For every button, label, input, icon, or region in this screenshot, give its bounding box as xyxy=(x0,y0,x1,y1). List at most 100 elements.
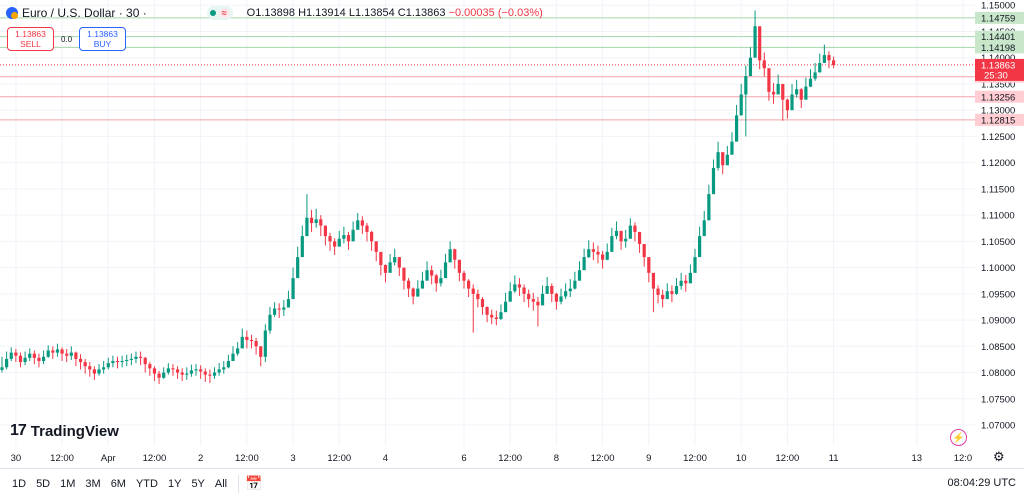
time-tick-label: 9 xyxy=(646,453,651,464)
lightning-icon[interactable]: ⚡ xyxy=(950,429,967,446)
candle-body xyxy=(818,62,822,73)
timeframe-1m[interactable]: 1M xyxy=(60,477,76,490)
symbol-title[interactable]: Euro / U.S. Dollar · 30 · xyxy=(22,6,147,20)
candle-body xyxy=(277,308,281,310)
candle-body xyxy=(485,306,489,315)
candle-body xyxy=(781,83,785,100)
candle-body xyxy=(78,358,83,363)
candle-body xyxy=(166,368,170,373)
candle-body xyxy=(559,296,563,302)
sell-button[interactable]: 1.13863 SELL xyxy=(7,27,54,51)
candle-body xyxy=(744,76,748,95)
price-tick-label: 1.11500 xyxy=(981,184,1015,195)
last-price-tag xyxy=(975,58,1024,81)
candle-body xyxy=(41,356,46,361)
candle-body xyxy=(305,217,309,237)
candle-body xyxy=(346,235,351,242)
candle-body xyxy=(799,89,803,100)
time-tick-label: 12:00 xyxy=(143,453,167,464)
wave-icon: ≈ xyxy=(218,8,230,18)
time-tick-label: 8 xyxy=(554,453,559,464)
candle-body xyxy=(647,257,651,273)
candle-body xyxy=(554,293,558,302)
timeframe-all[interactable]: All xyxy=(214,477,228,490)
timeframe-5d[interactable]: 5D xyxy=(36,477,51,490)
timeframe-3m[interactable]: 3M xyxy=(85,477,101,490)
candle-body xyxy=(767,68,771,92)
candle-body xyxy=(342,235,346,239)
timeframe-ytd[interactable]: YTD xyxy=(135,477,158,490)
candle-body xyxy=(28,353,32,358)
price-tick-label: 1.07000 xyxy=(981,421,1015,432)
candle-body xyxy=(808,78,813,87)
candle-body xyxy=(573,280,577,289)
candle-body xyxy=(185,373,189,375)
time-tick-label: 12:00 xyxy=(235,453,259,464)
candle-body xyxy=(51,350,55,353)
candle-body xyxy=(120,360,124,363)
candle-body xyxy=(148,364,152,369)
candle-body xyxy=(457,259,461,273)
candlestick-chart[interactable] xyxy=(0,0,975,446)
price-tick-label: 1.14000 xyxy=(981,53,1015,64)
candle-body xyxy=(60,349,64,354)
market-status-pill[interactable]: ≈ xyxy=(206,6,233,20)
candle-body xyxy=(402,267,406,281)
candle-body xyxy=(503,301,508,313)
gear-icon[interactable]: ⚙ xyxy=(993,449,1005,464)
candle-body xyxy=(582,257,586,271)
tradingview-logo[interactable]: 17 TradingView xyxy=(10,422,119,440)
open-value: O1.13898 xyxy=(246,7,295,19)
support-level-tag xyxy=(975,90,1024,103)
candle-body xyxy=(333,241,337,247)
candle-body xyxy=(416,288,420,297)
time-scale[interactable]: 30 12:00 Apr 12:00 2 12:00 3 12:00 4 6 12:00 8 12:00… xyxy=(0,446,975,468)
close-value: C1.13863 xyxy=(397,7,446,19)
timeframe-5y[interactable]: 5Y xyxy=(191,477,205,490)
price-tick-label: 1.12000 xyxy=(981,158,1015,169)
time-tick-label: Apr xyxy=(101,453,116,464)
timeframe-1y[interactable]: 1Y xyxy=(167,477,182,490)
candle-body xyxy=(665,291,669,300)
sell-price: 1.13863 xyxy=(15,29,46,39)
candle-body xyxy=(434,275,438,284)
level-label: 1.14401 xyxy=(981,32,1015,43)
resistance-level-tag xyxy=(975,41,1024,54)
candle-body xyxy=(370,231,374,242)
candle-body xyxy=(314,219,318,223)
candle-body xyxy=(189,370,194,374)
candle-body xyxy=(217,369,221,373)
time-tick-label: 12:00 xyxy=(50,453,74,464)
candle-body xyxy=(674,285,679,294)
candle-body xyxy=(157,373,161,378)
candle-body xyxy=(471,288,475,294)
price-scale[interactable]: 1.150001.145001.140001.135001.130001.125… xyxy=(975,0,1024,446)
price-tick-label: 1.07500 xyxy=(981,394,1015,405)
candle-body xyxy=(46,350,50,357)
calendar-icon[interactable]: 📅 xyxy=(245,475,263,491)
timeframe-6m[interactable]: 6M xyxy=(110,477,126,490)
buy-button[interactable]: 1.13863 BUY xyxy=(79,27,126,51)
candle-body xyxy=(550,285,554,294)
price-tick-label: 1.13500 xyxy=(981,79,1015,90)
candle-body xyxy=(268,314,272,331)
timeframe-1d[interactable]: 1D xyxy=(12,477,27,490)
candle-body xyxy=(601,254,605,260)
ohlc-values: O1.13898 H1.13914 L1.13854 C1.13863 −0.0… xyxy=(247,7,543,19)
time-tick-label: 6 xyxy=(461,453,466,464)
candle-body xyxy=(425,270,429,281)
candle-body xyxy=(716,152,720,168)
resistance-level-tag xyxy=(975,30,1024,43)
time-tick-label: 12:00 xyxy=(683,453,707,464)
utc-clock[interactable]: 08:04:29 UTC xyxy=(947,477,1016,489)
candle-body xyxy=(642,243,646,258)
candle-body xyxy=(753,26,757,58)
candle-body xyxy=(804,86,808,100)
symbol-legend: Euro / U.S. Dollar · 30 · ≈ O1.13898 H1.… xyxy=(6,6,543,20)
bottom-toolbar: 1D 5D 1M 3M 6M YTD 1Y 5Y All 📅 08:04:29 … xyxy=(0,468,1024,498)
chart-area[interactable] xyxy=(0,0,975,446)
candle-body xyxy=(69,352,73,356)
candle-body xyxy=(351,229,355,242)
candle-body xyxy=(259,346,263,357)
time-tick-label: 12:00 xyxy=(327,453,351,464)
